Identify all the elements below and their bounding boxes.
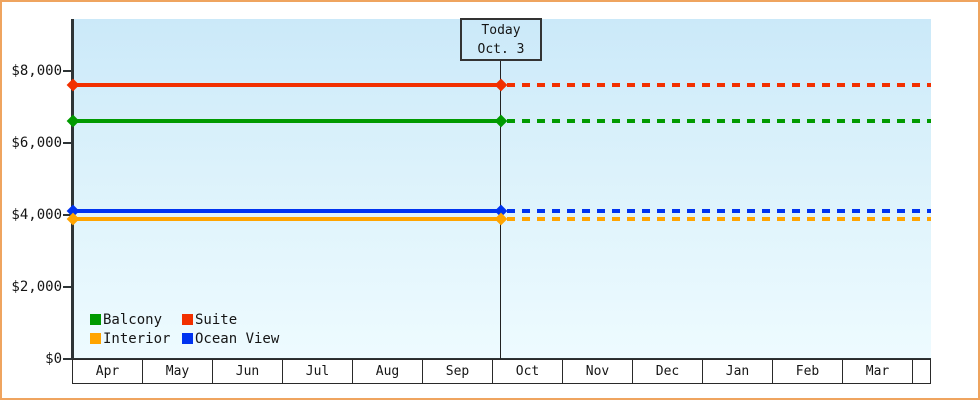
x-month-jan: Jan [702,359,773,384]
y-tick-mark-6000 [63,142,71,144]
legend-item-suite: Suite [182,311,238,328]
y-tick-label-6000: $6,000 [11,135,62,151]
y-tick-mark-0 [63,358,71,360]
legend-swatch-ocean-view [182,333,193,344]
legend-item-ocean-view: Ocean View [182,330,280,347]
x-month-jul: Jul [282,359,353,384]
y-axis-line [71,19,74,360]
legend-label-balcony: Balcony [103,311,163,328]
x-month-jun: Jun [212,359,283,384]
x-month-aug: Aug [352,359,423,384]
y-tick-mark-2000 [63,286,71,288]
legend-swatch-balcony [90,314,101,325]
y-tick-mark-8000 [63,70,71,72]
x-month-mar: Mar [842,359,913,384]
today-date-label: Oct. 3 [477,42,525,57]
plot-area [73,19,931,359]
x-month-stub [912,359,931,384]
series-ocean-view-dashed-line [507,209,931,214]
series-balcony-dashed-line [507,119,931,124]
legend-item-balcony: Balcony [90,311,163,328]
y-tick-label-0: $0 [45,351,62,367]
x-month-feb: Feb [772,359,843,384]
y-tick-mark-4000 [63,214,71,216]
x-month-nov: Nov [562,359,633,384]
legend-swatch-interior [90,333,101,344]
series-suite-dashed-line [507,83,931,88]
today-label-box: Today Oct. 3 [460,18,542,61]
y-tick-label-2000: $2,000 [11,279,62,295]
x-month-may: May [142,359,213,384]
legend-label-suite: Suite [195,311,238,328]
series-suite-solid-line [73,83,501,88]
legend-label-ocean-view: Ocean View [195,330,280,347]
x-month-apr: Apr [72,359,143,384]
x-month-sep: Sep [422,359,493,384]
series-ocean-view-solid-line [73,209,501,214]
y-tick-label-4000: $4,000 [11,207,62,223]
legend-swatch-suite [182,314,193,325]
today-label: Today [481,23,521,38]
series-interior-solid-line [73,216,501,221]
x-month-dec: Dec [632,359,703,384]
y-tick-label-8000: $8,000 [11,63,62,79]
x-month-oct: Oct [492,359,563,384]
legend-label-interior: Interior [103,330,171,347]
series-balcony-solid-line [73,119,501,124]
legend-item-interior: Interior [90,330,171,347]
series-interior-dashed-line [507,216,931,221]
